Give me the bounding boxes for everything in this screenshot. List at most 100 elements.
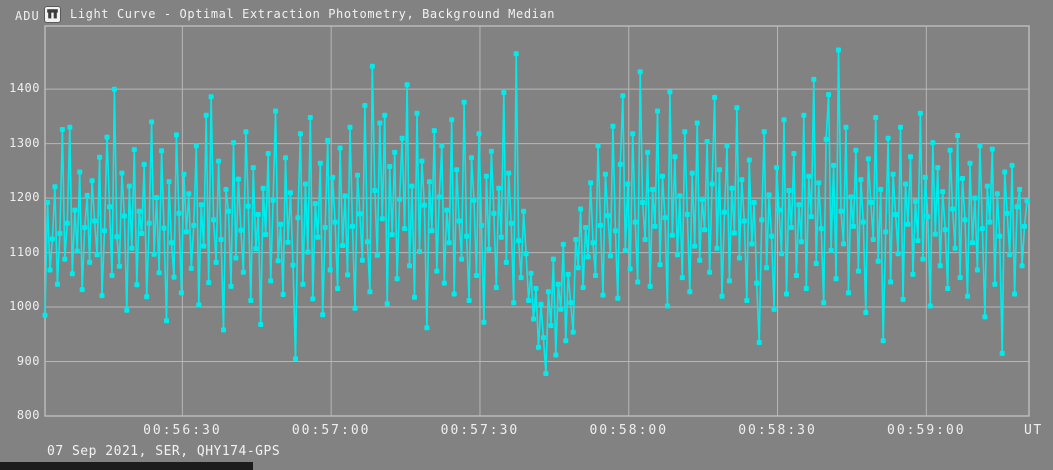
data-point — [972, 195, 978, 201]
data-point — [364, 239, 370, 245]
data-point — [208, 94, 214, 100]
data-point — [114, 234, 120, 240]
data-point — [337, 145, 343, 151]
data-point — [625, 181, 631, 187]
data-point — [511, 300, 517, 306]
data-point — [788, 225, 794, 230]
data-point — [818, 226, 824, 232]
data-point — [248, 298, 254, 303]
x-tick-label: 00:58:00 — [589, 423, 669, 438]
data-point — [129, 245, 135, 251]
data-point — [228, 283, 234, 289]
data-point — [496, 185, 502, 191]
data-point — [476, 131, 482, 137]
data-point — [97, 154, 103, 160]
data-point — [384, 301, 390, 307]
data-point — [816, 180, 822, 186]
data-point — [387, 164, 393, 169]
data-point — [501, 90, 507, 95]
data-point — [295, 215, 301, 221]
data-point — [588, 180, 594, 186]
data-point — [94, 252, 100, 258]
data-point — [759, 217, 765, 223]
data-point — [451, 291, 457, 297]
data-point — [49, 236, 55, 242]
data-point — [880, 338, 886, 344]
data-point — [607, 253, 613, 259]
data-point — [749, 241, 755, 247]
data-point — [178, 290, 184, 296]
data-point — [719, 293, 725, 299]
data-point — [516, 238, 522, 244]
data-point — [605, 213, 611, 219]
data-point — [999, 350, 1005, 356]
data-point — [446, 240, 452, 246]
title-bar[interactable]: Light Curve - Optimal Extraction Photome… — [44, 4, 555, 24]
data-point — [565, 271, 571, 277]
data-point — [74, 248, 80, 254]
data-point — [285, 239, 291, 245]
data-point — [645, 149, 651, 155]
data-point — [786, 188, 792, 193]
data-point — [419, 158, 425, 164]
data-point — [317, 160, 323, 166]
app-icon[interactable] — [44, 5, 61, 23]
data-point — [1012, 291, 1018, 297]
data-point — [563, 338, 569, 344]
data-point — [379, 216, 385, 222]
data-point — [632, 219, 638, 225]
data-point — [833, 276, 839, 282]
plot-frame — [44, 25, 1030, 417]
data-point — [156, 270, 162, 276]
data-point — [531, 316, 536, 322]
data-point — [72, 207, 78, 213]
data-point — [888, 279, 894, 285]
data-point — [322, 225, 328, 230]
data-point — [191, 222, 197, 228]
data-point — [146, 220, 152, 226]
data-point — [439, 143, 445, 149]
y-tick-label: 1100 — [9, 244, 40, 259]
data-point — [940, 189, 946, 195]
data-point — [687, 289, 693, 295]
data-point — [602, 171, 608, 177]
data-point — [417, 249, 422, 254]
data-point — [154, 195, 160, 201]
data-point — [652, 223, 658, 229]
data-point — [575, 265, 581, 271]
data-point — [570, 329, 576, 335]
data-point — [712, 94, 718, 100]
data-point — [116, 263, 122, 269]
data-point — [890, 171, 896, 177]
data-point — [367, 289, 373, 295]
data-point — [987, 219, 993, 225]
x-tick-label: 00:59:00 — [887, 423, 966, 438]
data-point — [977, 143, 983, 149]
data-point — [198, 202, 204, 208]
data-point — [992, 281, 998, 287]
data-point — [736, 255, 742, 261]
data-point — [169, 240, 174, 246]
data-point — [635, 279, 641, 285]
data-point — [684, 212, 690, 217]
x-tick-label: 00:57:30 — [440, 423, 520, 438]
data-point — [714, 245, 720, 251]
data-point — [481, 319, 487, 325]
data-point — [124, 307, 130, 313]
data-point — [173, 132, 179, 138]
data-point — [974, 267, 980, 273]
data-point — [699, 196, 705, 202]
data-point — [57, 231, 63, 236]
data-point — [873, 115, 879, 120]
data-point — [640, 200, 646, 205]
data-point — [955, 133, 961, 138]
data-point — [744, 298, 750, 303]
data-point — [394, 276, 400, 282]
data-point — [937, 263, 943, 269]
data-point — [454, 167, 460, 173]
data-point — [280, 292, 286, 297]
data-point — [491, 210, 497, 216]
x-tick-label: 00:58:30 — [738, 423, 817, 438]
data-point — [64, 220, 70, 226]
data-point — [265, 151, 271, 156]
